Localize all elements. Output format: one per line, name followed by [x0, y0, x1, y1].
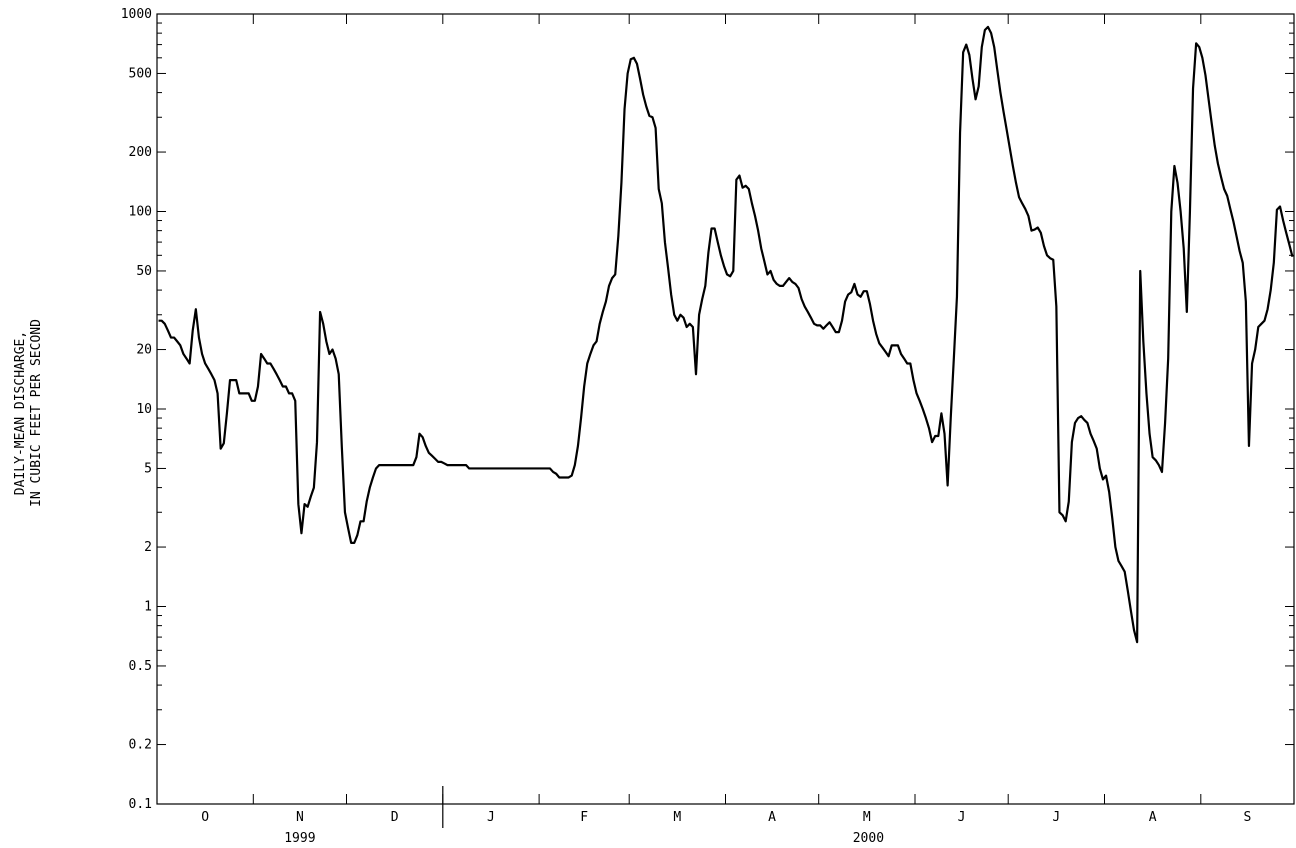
x-month-label: M	[863, 810, 871, 825]
x-year-label: 1999	[284, 831, 315, 846]
y-tick-labels: 0.1 0.2 0.5 1 2 5 10 20 50 100 200 500 1000	[121, 7, 152, 812]
x-month-label: A	[1149, 810, 1157, 825]
x-month-label: D	[391, 810, 399, 825]
y-tick-label: 10	[136, 402, 152, 417]
x-month-label: J	[1052, 810, 1060, 825]
y-tick-label: 0.2	[129, 738, 152, 753]
y-tick-label: 50	[136, 264, 152, 279]
y-tick-label: 1000	[121, 7, 152, 22]
x-month-label: J	[487, 810, 495, 825]
y-tick-label: 1	[144, 600, 152, 615]
y-axis-label-line-2: IN CUBIC FEET PER SECOND	[29, 319, 44, 507]
x-month-label: N	[296, 810, 304, 825]
y-tick-label: 0.5	[129, 659, 152, 674]
y-axis-label: DAILY-MEAN DISCHARGE, IN CUBIC FEET PER …	[13, 319, 44, 507]
y-tick-label: 500	[129, 66, 152, 81]
x-month-label: J	[958, 810, 966, 825]
y-tick-label: 2	[144, 540, 152, 555]
y-tick-label: 200	[129, 145, 152, 160]
x-month-label: M	[673, 810, 681, 825]
y-tick-label: 20	[136, 343, 152, 358]
y-tick-label: 5	[144, 461, 152, 476]
y-tick-label: 0.1	[129, 797, 152, 812]
x-month-label: F	[580, 810, 588, 825]
x-month-label: S	[1243, 810, 1251, 825]
year-labels: 1999 2000	[284, 831, 884, 846]
x-month-label: O	[201, 810, 209, 825]
plot-frame	[156, 13, 1295, 805]
y-axis-label-line-1: DAILY-MEAN DISCHARGE,	[13, 331, 28, 495]
x-month-label: A	[768, 810, 776, 825]
discharge-series-line	[158, 25, 1294, 644]
x-year-label: 2000	[853, 831, 884, 846]
axis-ticks	[157, 13, 1294, 805]
y-tick-label: 100	[129, 205, 152, 220]
